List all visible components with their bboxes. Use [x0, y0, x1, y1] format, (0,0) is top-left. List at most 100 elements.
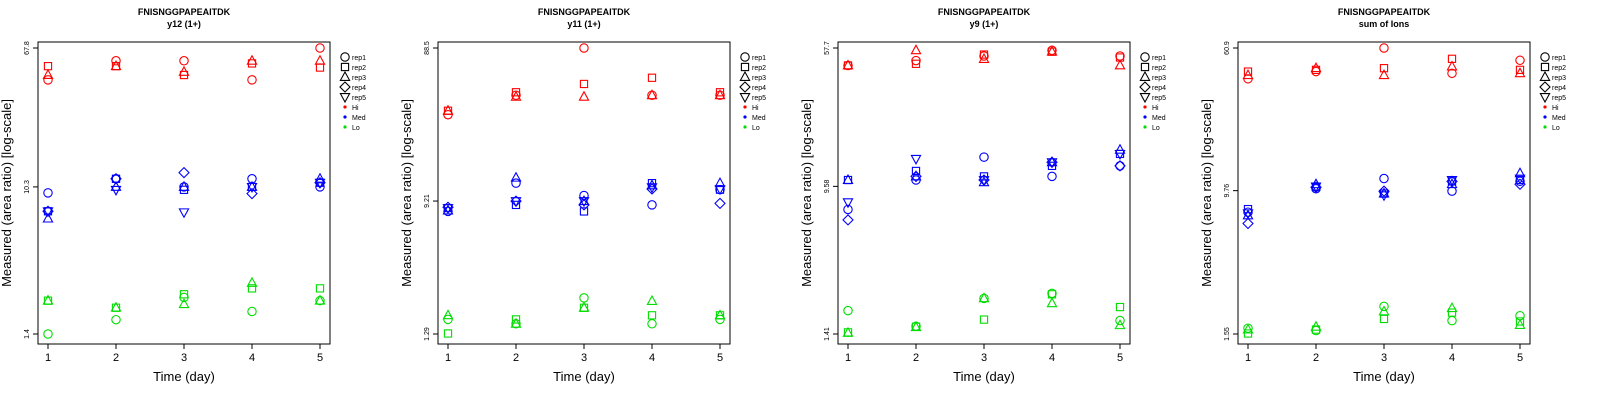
data-point [843, 305, 853, 316]
chart-title: FNISNGGPAPEAITDK [938, 7, 1031, 17]
legend-label: rep2 [1152, 65, 1166, 72]
legend-dot-icon [343, 125, 347, 129]
x-tick-label: 4 [1049, 352, 1055, 364]
x-tick-label: 2 [113, 352, 119, 364]
legend-label: rep3 [1552, 75, 1566, 82]
data-point [178, 65, 190, 76]
y-tick-label: 9.76 [1224, 184, 1231, 198]
data-point [842, 326, 854, 337]
triangle-up-icon [1539, 70, 1551, 81]
circle-icon [1540, 52, 1550, 62]
diamond-icon [1539, 81, 1551, 93]
legend: rep1 rep2 rep3 rep4 rep5 Hi Med Lo [339, 52, 366, 132]
data-point [315, 43, 325, 53]
data-point [179, 56, 189, 66]
data-point [314, 54, 326, 65]
chart-subtitle: sum of Ions [1359, 19, 1410, 29]
legend-label: rep4 [1552, 85, 1566, 92]
circle-icon [340, 52, 350, 62]
data-point [646, 294, 658, 305]
y-tick-label: 1.55 [1224, 327, 1231, 341]
data-point [979, 51, 989, 61]
triangle-up-icon [739, 70, 751, 81]
data-point [443, 206, 453, 217]
data-point [443, 314, 453, 325]
x-tick-label: 4 [649, 352, 655, 364]
legend-label: Med [1552, 115, 1566, 122]
diamond-icon [1139, 81, 1151, 93]
data-point [1242, 217, 1254, 230]
data-point [647, 311, 657, 320]
data-point [1378, 68, 1390, 80]
legend-dot-icon [743, 115, 747, 119]
data-point [178, 208, 190, 219]
chart-title: FNISNGGPAPEAITDK [1338, 7, 1431, 17]
legend-dot-icon [1143, 115, 1147, 119]
legend-label: Hi [352, 105, 359, 112]
x-tick-label: 2 [1313, 352, 1319, 364]
data-point [579, 43, 589, 53]
data-point [1378, 187, 1390, 198]
legend-dot-icon [1543, 115, 1547, 119]
data-point [110, 60, 122, 71]
data-point [1446, 60, 1458, 71]
legend-label: rep1 [752, 55, 766, 62]
legend: rep1 rep2 rep3 rep4 rep5 Hi Med Lo [1539, 52, 1566, 132]
data-point [42, 294, 54, 305]
y-tick-label: 60.9 [1224, 41, 1231, 55]
data-point [911, 55, 921, 66]
data-point [511, 178, 521, 188]
data-point [646, 179, 658, 190]
y-axis-label: Measured (area ratio) [log-scale] [799, 99, 814, 287]
data-point [910, 44, 922, 55]
legend-label: rep3 [752, 75, 766, 82]
x-axis-label: Time (day) [553, 369, 615, 384]
legend-label: rep1 [1152, 55, 1166, 62]
square-icon [1140, 62, 1150, 72]
data-point [443, 329, 453, 338]
data-point [315, 284, 325, 293]
plot-frame [837, 41, 1131, 345]
legend-dot-icon [343, 105, 347, 109]
legend-label: Lo [752, 125, 760, 132]
legend-label: Lo [1552, 125, 1560, 132]
legend-label: Lo [352, 125, 360, 132]
data-point [715, 314, 725, 325]
data-point [442, 309, 454, 320]
x-tick-label: 5 [717, 352, 723, 364]
data-point [714, 309, 726, 320]
data-point [1515, 310, 1525, 321]
triangle-down-icon [739, 93, 751, 104]
data-point [1515, 65, 1525, 75]
data-point [246, 187, 258, 200]
data-point [178, 166, 190, 179]
legend-label: rep4 [752, 85, 766, 92]
x-tick-label: 1 [445, 352, 451, 364]
y-tick-label: 57.7 [824, 41, 831, 55]
data-point [246, 54, 258, 65]
data-point [910, 321, 922, 332]
data-point [578, 90, 590, 101]
data-point [978, 52, 990, 63]
legend-label: rep5 [1552, 95, 1566, 102]
legend-label: rep5 [752, 95, 766, 102]
legend-label: rep2 [352, 65, 366, 72]
legend-dot-icon [1143, 105, 1147, 109]
data-point [579, 207, 589, 216]
triangle-down-icon [1539, 93, 1551, 104]
data-point [1046, 45, 1058, 56]
data-point [979, 315, 989, 324]
data-point [510, 90, 522, 101]
x-axis-label: Time (day) [953, 369, 1015, 384]
data-point [110, 185, 122, 196]
data-point [1114, 319, 1126, 330]
x-tick-label: 5 [1117, 352, 1123, 364]
data-point [1047, 171, 1057, 182]
data-point [578, 194, 590, 206]
legend-dot-icon [1143, 125, 1147, 129]
data-point [1447, 68, 1457, 79]
data-point [315, 63, 325, 72]
x-tick-label: 1 [845, 352, 851, 364]
data-point [910, 170, 922, 181]
data-point [1378, 185, 1390, 197]
